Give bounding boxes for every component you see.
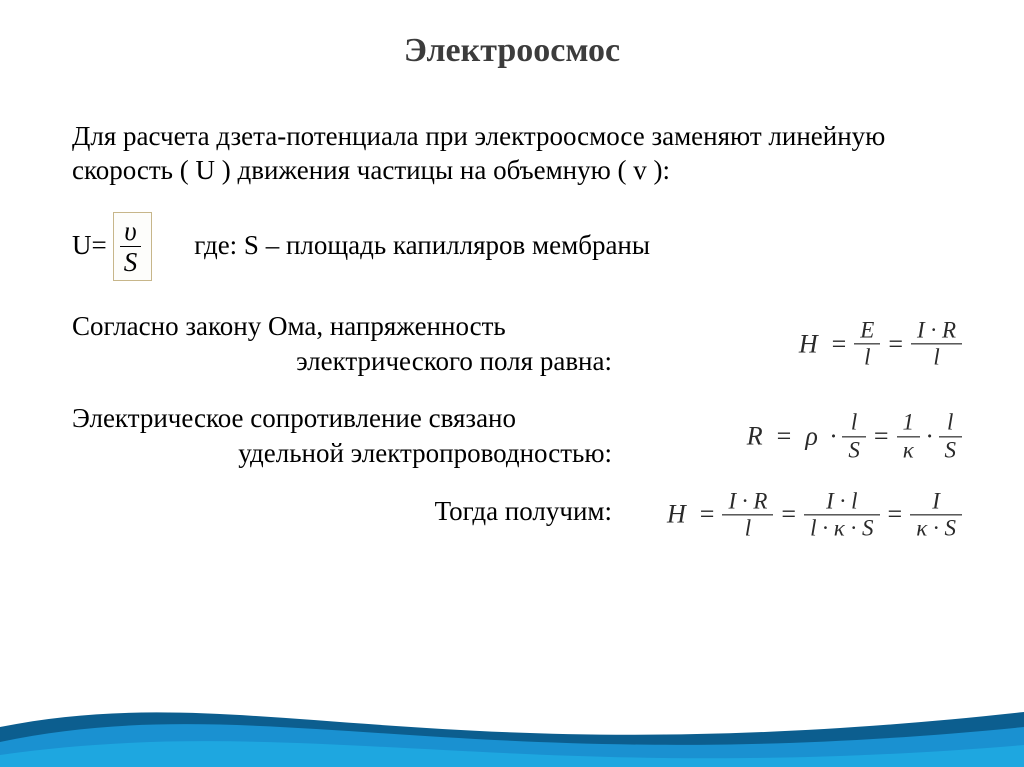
section-result-text: Тогда получим: [72, 494, 612, 529]
eq1-fraction-box: υ S [113, 212, 153, 282]
section-ohm: Согласно закону Ома, напряженность элект… [72, 309, 952, 379]
eq1-fraction: υ S [120, 217, 142, 277]
equation-2: H = E l = I · R l [793, 319, 962, 370]
section-resistance: Электрическое сопротивление связано удел… [72, 401, 952, 471]
section-resistance-text: Электрическое сопротивление связано удел… [72, 401, 612, 471]
section-result: Тогда получим: H = I · R l = I · l l · κ [72, 494, 952, 529]
accent-swoosh [0, 687, 1024, 767]
intro-paragraph: Для расчета дзета-потенциала при электро… [72, 120, 952, 188]
slide-title: Электроосмос [0, 32, 1024, 70]
equation-3: R = ρ · l S = 1 κ · [741, 411, 962, 462]
section-ohm-text: Согласно закону Ома, напряженность элект… [72, 309, 612, 379]
equation-row-1: U= υ S где: S – площадь капилляров мембр… [72, 212, 952, 282]
eq1-description: где: S – площадь капилляров мембраны [194, 229, 650, 263]
slide: Электроосмос Для расчета дзета-потенциал… [0, 0, 1024, 767]
eq1-lhs: U= [72, 229, 107, 263]
slide-body: Для расчета дзета-потенциала при электро… [72, 120, 952, 551]
equation-4: H = I · R l = I · l l · κ · S = [661, 489, 962, 540]
